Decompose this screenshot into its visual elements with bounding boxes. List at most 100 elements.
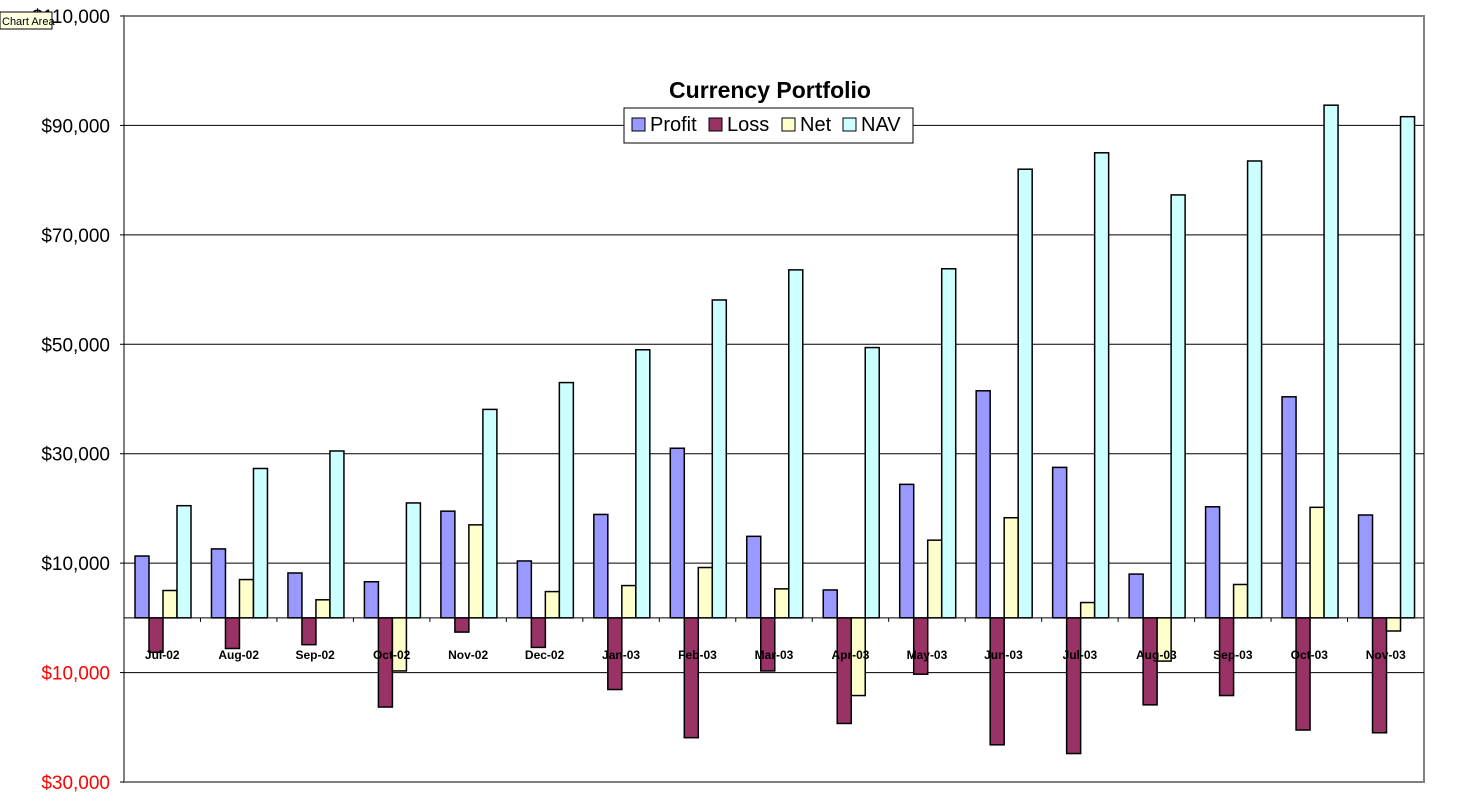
- bar-nav[interactable]: [405, 502, 422, 619]
- bar-net[interactable]: [697, 566, 714, 619]
- y-tick-label: $10,000: [41, 664, 110, 685]
- legend-label-profit: Profit: [650, 114, 697, 136]
- x-tick-label: Mar-03: [755, 648, 794, 662]
- bar-profit[interactable]: [363, 580, 380, 619]
- bar-net[interactable]: [391, 617, 408, 672]
- bar-net[interactable]: [926, 539, 943, 619]
- bar-profit[interactable]: [210, 548, 227, 619]
- bar-loss[interactable]: [1295, 617, 1311, 731]
- legend-swatch-net: [781, 117, 796, 132]
- chart-title: Currency Portfolio: [669, 77, 871, 103]
- bar-net[interactable]: [1232, 583, 1249, 619]
- bar-nav[interactable]: [1246, 160, 1263, 619]
- bar-nav[interactable]: [940, 268, 957, 619]
- y-tick-label: $30,000: [41, 445, 110, 466]
- bar-nav[interactable]: [788, 269, 804, 619]
- y-tick-label: $50,000: [41, 335, 110, 356]
- legend-box: [623, 107, 914, 144]
- bar-net[interactable]: [774, 588, 790, 619]
- bar-nav[interactable]: [635, 349, 651, 619]
- bar-profit[interactable]: [1128, 573, 1144, 619]
- bar-profit[interactable]: [1281, 396, 1297, 619]
- bar-nav[interactable]: [1399, 115, 1416, 619]
- bar-loss[interactable]: [912, 617, 929, 675]
- bar-profit[interactable]: [822, 589, 838, 619]
- x-tick-label: Jun-03: [984, 648, 1023, 662]
- x-axis: Jul-02 Aug-02 Sep-02 Oct-02 Nov-02 Dec-02 Jan-…: [145, 617, 1406, 662]
- legend-swatch-profit: [631, 117, 646, 132]
- bar-net[interactable]: [544, 590, 561, 619]
- bar-profit[interactable]: [898, 483, 915, 619]
- bar-profit[interactable]: [134, 555, 150, 619]
- legend-swatch-loss: [708, 117, 723, 132]
- bar-nav[interactable]: [252, 467, 269, 619]
- bar-loss[interactable]: [760, 617, 776, 672]
- bar-net[interactable]: [162, 589, 178, 619]
- tooltip-box: [0, 11, 53, 30]
- x-tick-label: Aug-03: [1136, 648, 1177, 662]
- bar-profit[interactable]: [1204, 506, 1221, 619]
- bar-profit[interactable]: [516, 560, 533, 619]
- bar-net[interactable]: [238, 578, 255, 619]
- legend-swatch-nav: [842, 117, 857, 132]
- legend-label-loss: Loss: [727, 114, 769, 136]
- y-tick-label: $10,000: [41, 554, 110, 575]
- bar-profit[interactable]: [440, 510, 456, 619]
- bar-nav[interactable]: [1017, 168, 1033, 619]
- bar-nav[interactable]: [864, 346, 880, 619]
- bar-loss[interactable]: [530, 617, 547, 649]
- bar-profit[interactable]: [1051, 466, 1068, 619]
- x-tick-label: Oct-03: [1291, 648, 1329, 662]
- bar-nav[interactable]: [482, 408, 498, 619]
- bar-loss[interactable]: [683, 617, 700, 739]
- y-tick-label: $30,000: [41, 773, 110, 794]
- bar-loss[interactable]: [836, 617, 852, 725]
- bar-net[interactable]: [621, 584, 637, 619]
- bar-profit[interactable]: [593, 513, 609, 619]
- bar-nav[interactable]: [1170, 194, 1186, 619]
- bar-nav[interactable]: [711, 299, 728, 619]
- x-tick-label: Oct-02: [373, 648, 411, 662]
- x-tick-label: Sep-02: [295, 648, 335, 662]
- x-tick-label: May-03: [907, 648, 948, 662]
- bars: [134, 104, 1416, 755]
- bar-loss[interactable]: [989, 617, 1005, 746]
- x-tick-label: Jul-02: [145, 648, 180, 662]
- bar-loss[interactable]: [454, 617, 470, 633]
- x-tick-label: Feb-03: [678, 648, 717, 662]
- bar-nav[interactable]: [1093, 152, 1110, 619]
- bar-loss[interactable]: [224, 617, 241, 650]
- bar-nav[interactable]: [329, 450, 345, 619]
- x-tick-label: Sep-03: [1213, 648, 1253, 662]
- bar-profit[interactable]: [287, 572, 303, 619]
- y-axis: $110,000$90,000$70,000$50,000$30,000$10,…: [32, 7, 124, 794]
- x-tick-label: Aug-02: [218, 648, 259, 662]
- bar-loss[interactable]: [301, 617, 317, 646]
- x-tick-label: Nov-03: [1366, 648, 1406, 662]
- bar-loss[interactable]: [1065, 617, 1082, 755]
- bar-net[interactable]: [1385, 617, 1402, 632]
- x-tick-label: Dec-02: [525, 648, 565, 662]
- legend[interactable]: Profit Loss Net NAV: [623, 107, 914, 144]
- bar-profit[interactable]: [1357, 514, 1374, 619]
- bar-loss[interactable]: [1371, 617, 1388, 734]
- bar-profit[interactable]: [746, 535, 762, 619]
- bar-nav[interactable]: [558, 381, 575, 619]
- bar-loss[interactable]: [377, 617, 394, 708]
- bar-nav[interactable]: [1323, 104, 1339, 619]
- bar-nav[interactable]: [176, 504, 192, 619]
- bar-profit[interactable]: [975, 390, 991, 619]
- tooltip-text: Chart Area: [2, 16, 55, 28]
- chart-area-tooltip: Chart Area: [0, 11, 55, 30]
- x-tick-label: Apr-03: [831, 648, 869, 662]
- legend-label-net: Net: [800, 114, 832, 136]
- y-tick-label: $70,000: [41, 226, 110, 247]
- bar-net[interactable]: [468, 524, 484, 619]
- bar-net[interactable]: [315, 599, 331, 619]
- legend-label-nav: NAV: [861, 114, 901, 136]
- bar-net[interactable]: [1003, 516, 1019, 619]
- bar-profit[interactable]: [669, 447, 686, 619]
- bar-net[interactable]: [1309, 506, 1325, 619]
- bar-net[interactable]: [1079, 601, 1096, 619]
